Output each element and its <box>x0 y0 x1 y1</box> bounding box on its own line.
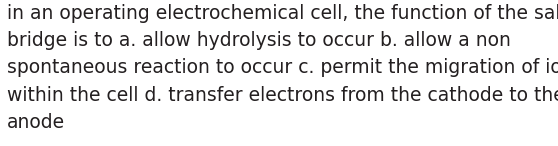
Text: in an operating electrochemical cell, the function of the salt
bridge is to a. a: in an operating electrochemical cell, th… <box>7 4 558 132</box>
